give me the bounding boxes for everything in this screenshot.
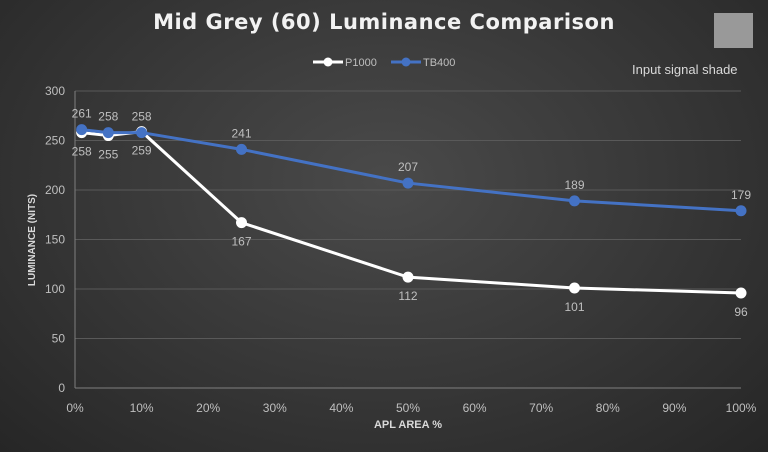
data-label-P1000: 255 (98, 148, 118, 162)
y-axis-label: LUMINANCE (NITS) (27, 194, 38, 286)
y-tick-label: 250 (45, 134, 65, 148)
x-tick-label: 20% (196, 401, 220, 415)
y-tick-label: 100 (45, 282, 65, 296)
data-point-TB400 (569, 195, 580, 207)
x-tick-label: 0% (66, 401, 84, 415)
series-TB400: 261 258 258 241 207 189 179 (72, 107, 751, 217)
chart-title: Mid Grey (60) Luminance Comparison (153, 10, 615, 34)
y-tick-label: 150 (45, 233, 65, 247)
data-label-P1000: 259 (132, 144, 152, 158)
legend-marker-TB400 (401, 57, 411, 67)
data-point-TB400 (402, 177, 414, 189)
data-label-P1000: 167 (231, 235, 251, 249)
data-point-TB400 (236, 143, 247, 155)
x-axis-label: APL AREA % (374, 419, 442, 431)
y-tick-label: 50 (52, 332, 66, 346)
x-tick-label: 70% (529, 401, 553, 415)
data-point-TB400 (735, 205, 747, 217)
data-point-P1000 (236, 217, 247, 229)
x-tick-label: 60% (463, 401, 487, 415)
data-label-TB400: 179 (731, 188, 751, 202)
data-label-P1000: 96 (734, 305, 748, 319)
data-point-TB400 (102, 127, 114, 139)
x-tick-label: 10% (130, 401, 154, 415)
y-tick-label: 0 (58, 381, 65, 395)
series-P1000: 258 255 259 167 112 101 96 (72, 126, 748, 319)
data-label-P1000: 101 (564, 300, 584, 314)
y-tick-label: 300 (45, 84, 65, 98)
data-label-TB400: 189 (564, 178, 584, 192)
data-point-TB400 (76, 124, 88, 136)
x-tick-label: 90% (662, 401, 686, 415)
legend-item-TB400: TB400 (391, 57, 455, 69)
x-tick-label: 40% (329, 401, 353, 415)
legend-item-P1000: P1000 (313, 57, 377, 69)
input-signal-shade-label: Input signal shade (632, 62, 738, 77)
data-point-TB400 (136, 127, 148, 139)
legend-label-TB400: TB400 (423, 57, 455, 69)
input-signal-shade-swatch (714, 13, 753, 48)
data-point-P1000 (402, 271, 414, 283)
data-point-P1000 (569, 282, 580, 294)
data-label-TB400: 258 (98, 110, 118, 124)
y-tick-label: 200 (45, 183, 65, 197)
x-tick-label: 30% (263, 401, 287, 415)
data-label-TB400: 207 (398, 160, 418, 174)
data-label-P1000: 258 (72, 145, 92, 159)
legend-marker-P1000 (323, 57, 333, 67)
data-label-P1000: 112 (398, 289, 417, 303)
series-line-P1000 (81, 130, 742, 295)
data-label-TB400: 241 (231, 126, 251, 140)
data-label-TB400: 261 (72, 107, 92, 121)
data-point-P1000 (735, 287, 747, 299)
x-tick-label: 50% (396, 401, 420, 415)
data-label-TB400: 258 (132, 110, 152, 124)
x-tick-label: 80% (596, 401, 620, 415)
x-tick-label: 100% (726, 401, 757, 415)
legend-label-P1000: P1000 (345, 57, 377, 69)
